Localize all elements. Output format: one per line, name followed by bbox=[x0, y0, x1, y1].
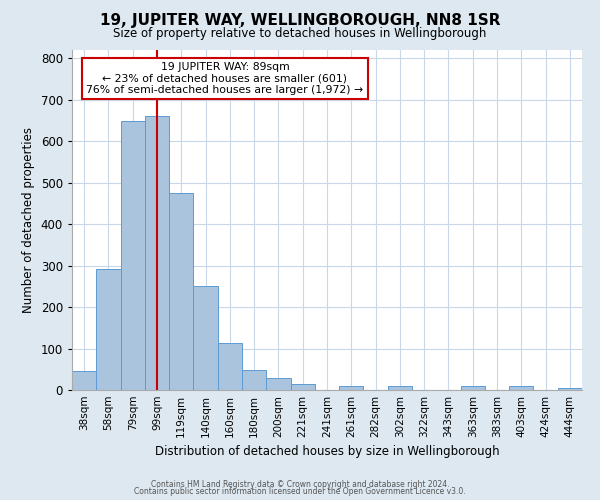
Text: 19 JUPITER WAY: 89sqm
← 23% of detached houses are smaller (601)
76% of semi-det: 19 JUPITER WAY: 89sqm ← 23% of detached … bbox=[86, 62, 364, 95]
Bar bbox=[509, 386, 533, 390]
Text: Contains public sector information licensed under the Open Government Licence v3: Contains public sector information licen… bbox=[134, 488, 466, 496]
Bar bbox=[121, 122, 145, 390]
Bar bbox=[339, 386, 364, 390]
Text: Size of property relative to detached houses in Wellingborough: Size of property relative to detached ho… bbox=[113, 28, 487, 40]
Bar bbox=[193, 286, 218, 390]
Bar bbox=[461, 386, 485, 390]
Bar bbox=[72, 370, 96, 390]
Bar bbox=[218, 343, 242, 390]
Bar bbox=[290, 384, 315, 390]
Bar bbox=[145, 116, 169, 390]
Bar bbox=[242, 370, 266, 390]
Text: 19, JUPITER WAY, WELLINGBOROUGH, NN8 1SR: 19, JUPITER WAY, WELLINGBOROUGH, NN8 1SR bbox=[100, 12, 500, 28]
X-axis label: Distribution of detached houses by size in Wellingborough: Distribution of detached houses by size … bbox=[155, 446, 499, 458]
Text: Contains HM Land Registry data © Crown copyright and database right 2024.: Contains HM Land Registry data © Crown c… bbox=[151, 480, 449, 489]
Y-axis label: Number of detached properties: Number of detached properties bbox=[22, 127, 35, 313]
Bar bbox=[558, 388, 582, 390]
Bar bbox=[266, 378, 290, 390]
Bar bbox=[96, 268, 121, 390]
Bar bbox=[169, 192, 193, 390]
Bar bbox=[388, 386, 412, 390]
